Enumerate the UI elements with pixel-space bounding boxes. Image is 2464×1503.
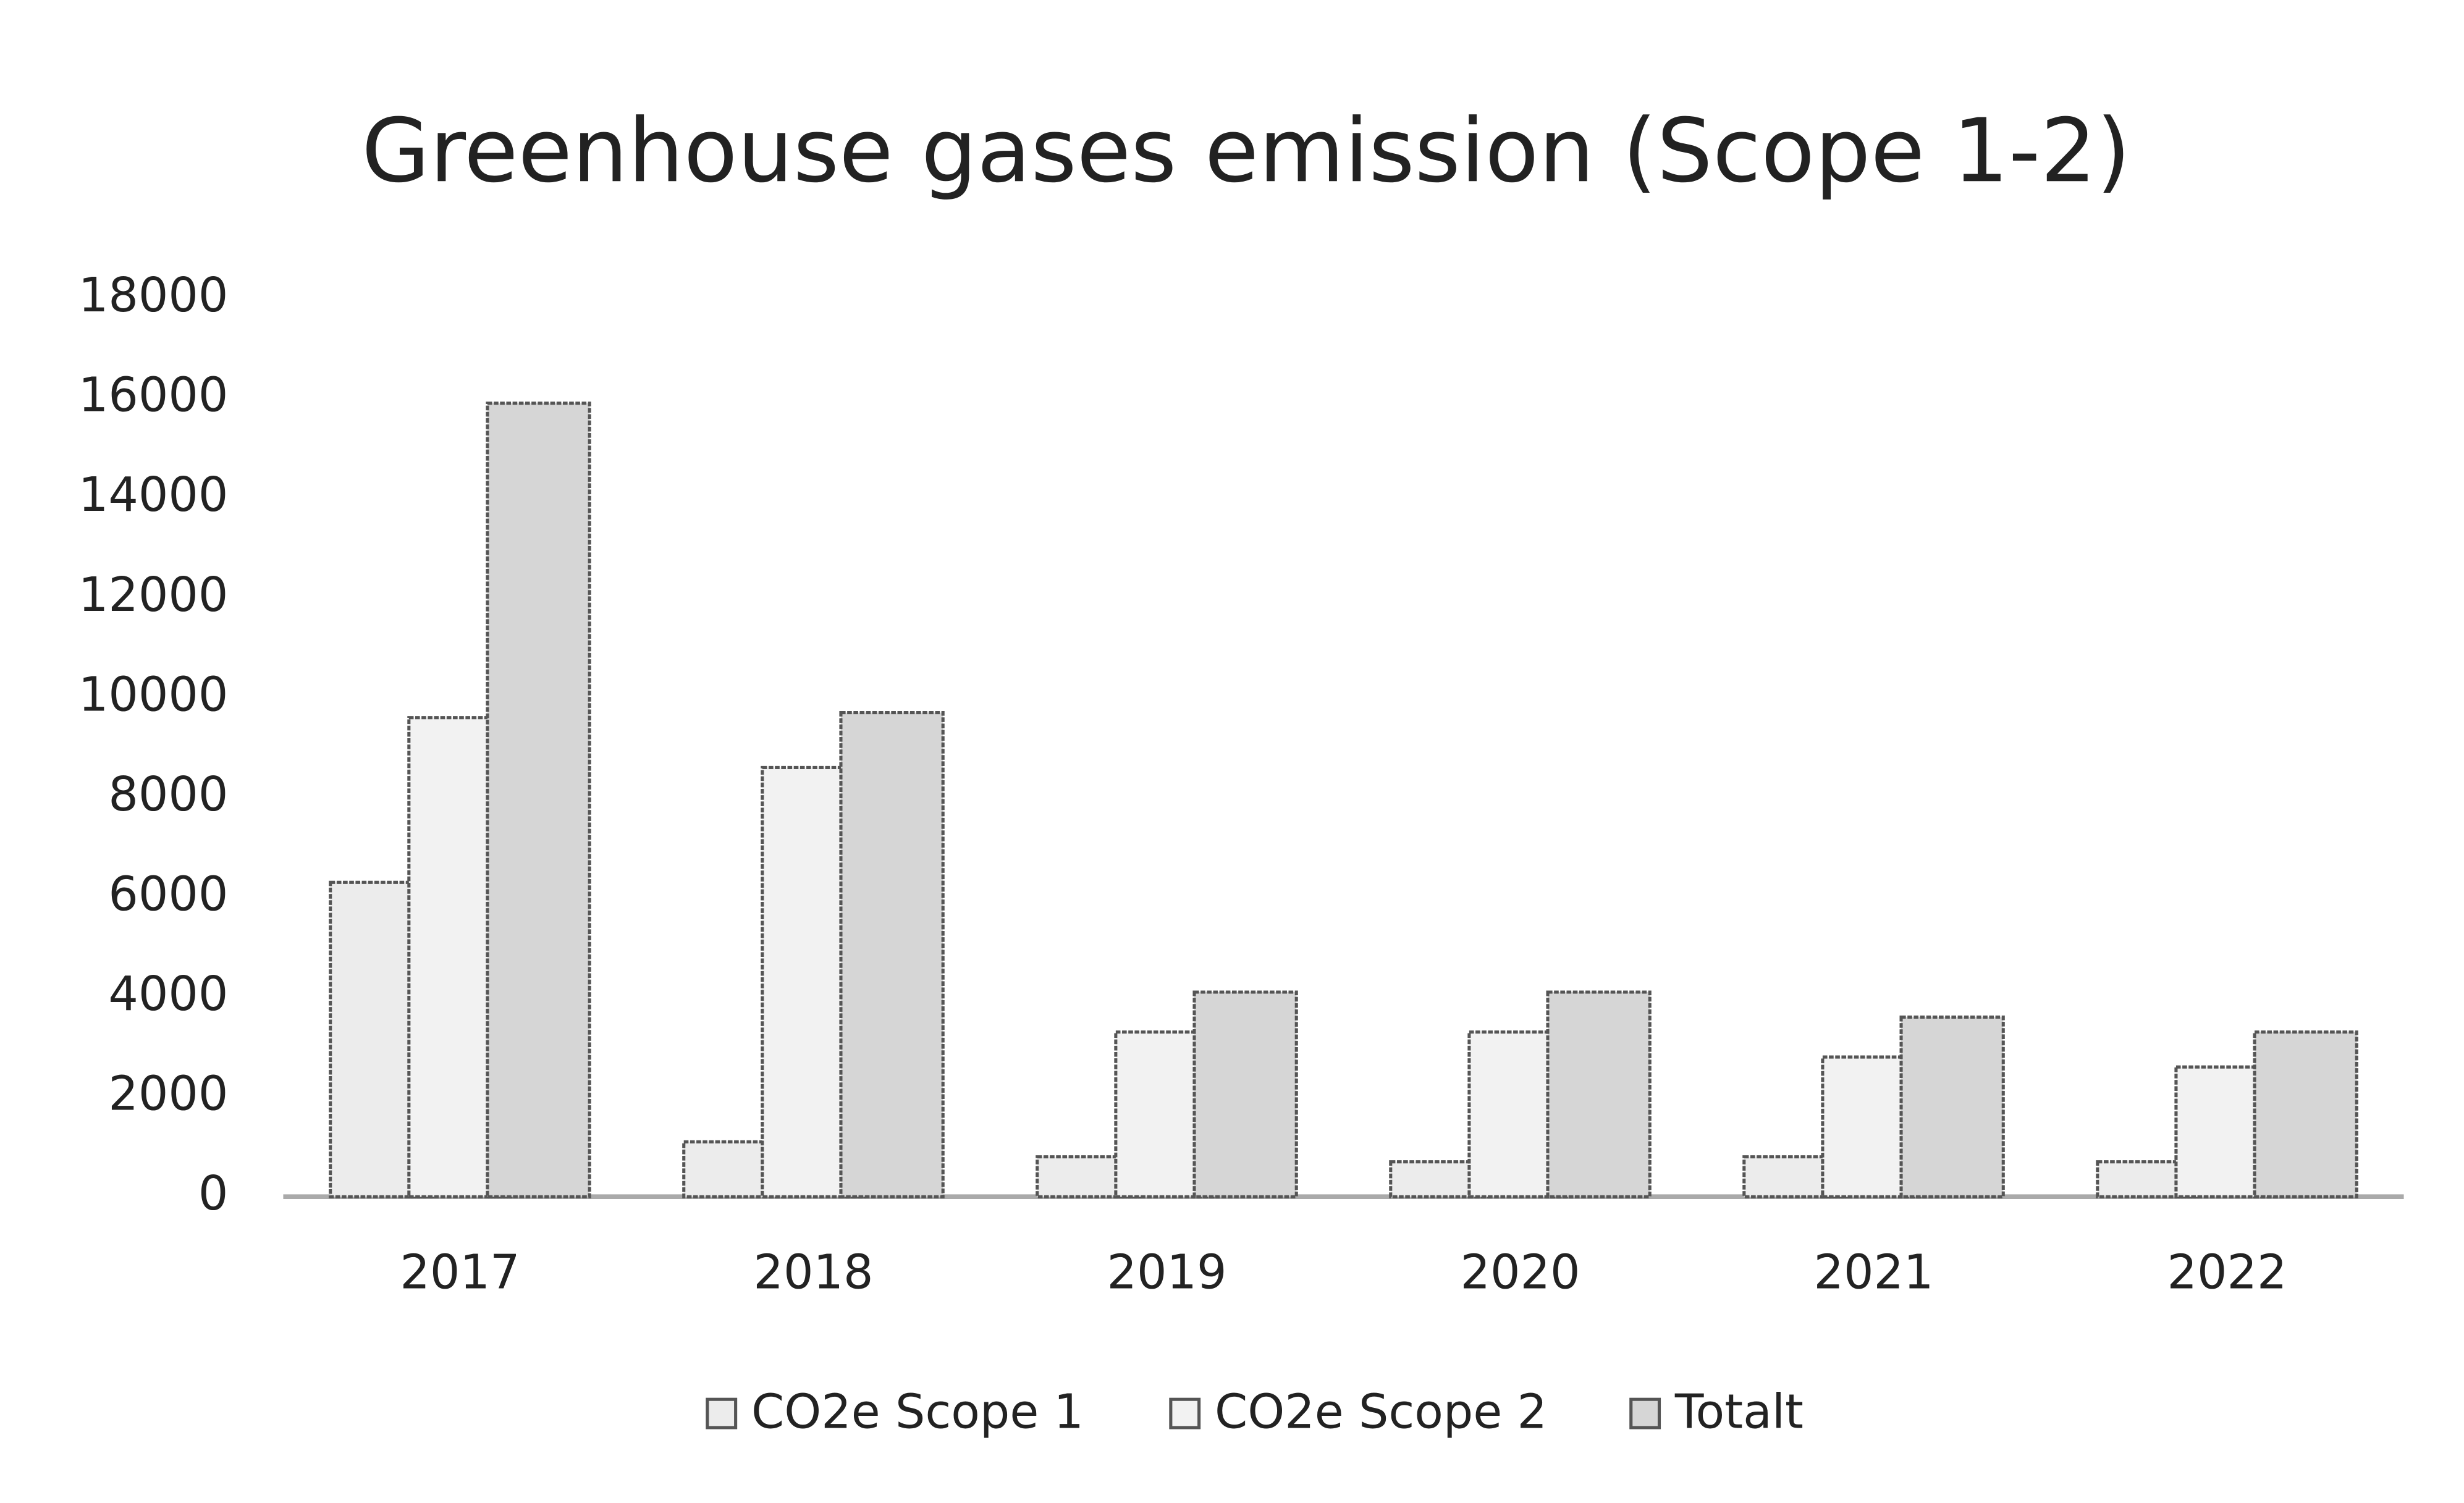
chart-title: Greenhouse gases emission (Scope 1-2) (361, 99, 2130, 202)
x-tick-label: 2022 (2167, 1244, 2287, 1299)
y-tick-label: 0 (198, 1166, 229, 1221)
y-tick-label: 4000 (108, 966, 228, 1021)
bar (1899, 1015, 2005, 1198)
x-tick-label: 2019 (1107, 1244, 1226, 1299)
bar (839, 711, 945, 1198)
y-tick-label: 12000 (78, 567, 229, 622)
bar (1192, 990, 1298, 1198)
y-tick-label: 6000 (108, 866, 228, 921)
y-tick-label: 16000 (78, 368, 229, 423)
x-tick-label: 2020 (1460, 1244, 1580, 1299)
legend-label: Totalt (1674, 1384, 1804, 1439)
y-tick-label: 10000 (78, 667, 229, 722)
legend-swatch (1169, 1397, 1201, 1429)
y-tick-label: 2000 (108, 1066, 228, 1121)
x-tick-label: 2018 (753, 1244, 873, 1299)
x-tick-label: 2021 (1814, 1244, 1934, 1299)
bar (1546, 990, 1652, 1198)
bar (486, 402, 591, 1198)
legend-label: CO2e Scope 2 (1215, 1384, 1547, 1439)
y-tick-label: 8000 (108, 767, 228, 822)
legend-label: CO2e Scope 1 (751, 1384, 1084, 1439)
y-tick-label: 14000 (78, 467, 229, 522)
bar (2253, 1030, 2358, 1198)
y-tick-label: 18000 (78, 267, 229, 322)
legend-swatch (1629, 1397, 1661, 1429)
legend-swatch (706, 1397, 738, 1429)
x-tick-label: 2017 (400, 1244, 520, 1299)
